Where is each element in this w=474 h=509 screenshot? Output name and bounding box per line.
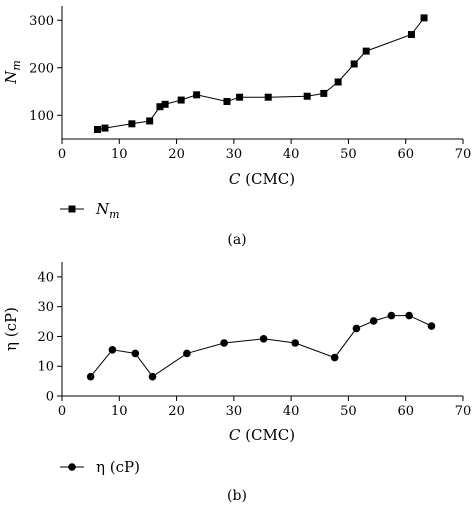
x-axis-ticks: 0 10 20 30 40 50 60 70 bbox=[58, 139, 471, 162]
x-axis-label: C (CMC) bbox=[229, 426, 295, 444]
data-point-eta bbox=[259, 335, 268, 343]
x-tick-label: 20 bbox=[168, 404, 185, 419]
data-point-eta bbox=[131, 349, 140, 358]
x-tick-label: 30 bbox=[226, 147, 243, 162]
data-point-eta bbox=[148, 372, 157, 381]
y-tick-label: 20 bbox=[37, 330, 54, 345]
y-tick-label: 200 bbox=[29, 61, 54, 76]
x-tick-label: 70 bbox=[455, 147, 472, 162]
data-point-nm bbox=[362, 47, 370, 55]
x-tick-label: 50 bbox=[340, 147, 357, 162]
panel-label-b: (b) bbox=[227, 488, 247, 504]
y-tick-label: 40 bbox=[37, 270, 54, 285]
data-point-nm bbox=[420, 14, 428, 22]
series-markers-eta bbox=[86, 311, 436, 381]
x-tick-label: 40 bbox=[283, 147, 300, 162]
x-tick-label: 10 bbox=[111, 404, 128, 419]
x-tick-label: 60 bbox=[397, 404, 414, 419]
chart-panel-b: 0 10 20 30 40 50 60 70 0 10 20 30 40 η (cP) C (CMC)… bbox=[2, 262, 471, 504]
y-tick-label: 100 bbox=[29, 109, 54, 124]
series-line-eta bbox=[90, 315, 432, 378]
data-point-eta bbox=[427, 322, 436, 330]
legend-label-nm-sub: m bbox=[109, 208, 119, 221]
y-axis-label: η (cP) bbox=[2, 307, 20, 351]
panel-label-a: (a) bbox=[227, 232, 246, 248]
legend: Nm bbox=[60, 200, 120, 221]
data-point-nm bbox=[407, 31, 415, 38]
y-tick-label: 30 bbox=[37, 300, 54, 315]
data-point-eta bbox=[369, 317, 378, 325]
y-axis-ticks: 100 200 300 bbox=[29, 14, 62, 124]
data-point-nm bbox=[161, 100, 169, 108]
legend-marker-eta bbox=[68, 463, 76, 471]
data-point-nm bbox=[236, 93, 244, 101]
data-point-eta bbox=[387, 311, 396, 320]
series-line-nm bbox=[97, 17, 425, 130]
y-tick-label: 10 bbox=[37, 360, 54, 375]
data-point-eta bbox=[330, 353, 339, 362]
y-tick-label: 0 bbox=[46, 390, 54, 405]
data-point-nm bbox=[146, 117, 154, 125]
x-tick-label: 50 bbox=[340, 404, 357, 419]
y-axis-label: Nm bbox=[2, 60, 23, 85]
series-markers-nm bbox=[94, 14, 428, 133]
x-tick-label: 0 bbox=[58, 147, 66, 162]
data-point-nm bbox=[320, 89, 328, 97]
data-point-eta bbox=[405, 311, 413, 320]
y-axis-label-main: N bbox=[2, 70, 20, 85]
legend-label-nm-main: N bbox=[95, 200, 110, 218]
legend-label-nm: Nm bbox=[95, 200, 120, 221]
data-point-eta bbox=[108, 346, 117, 354]
data-point-eta bbox=[86, 372, 95, 381]
x-axis-ticks: 0 10 20 30 40 50 60 70 bbox=[58, 396, 471, 419]
data-point-nm bbox=[350, 60, 358, 68]
x-axis-label-italic: C bbox=[229, 170, 241, 188]
data-point-eta bbox=[183, 349, 191, 358]
y-tick-label: 300 bbox=[29, 14, 54, 29]
data-point-nm bbox=[177, 96, 185, 104]
x-tick-label: 10 bbox=[111, 147, 128, 162]
x-tick-label: 60 bbox=[397, 147, 414, 162]
y-axis-label-sub: m bbox=[10, 60, 23, 70]
data-point-nm bbox=[94, 126, 102, 133]
legend-marker-nm bbox=[68, 205, 76, 213]
data-point-eta bbox=[220, 339, 228, 347]
data-point-eta bbox=[291, 339, 299, 347]
x-tick-label: 20 bbox=[168, 147, 185, 162]
x-axis-label: C (CMC) bbox=[229, 170, 295, 188]
data-point-nm bbox=[303, 92, 311, 100]
data-point-nm bbox=[264, 93, 272, 101]
data-point-nm bbox=[128, 120, 136, 128]
x-axis-label-rest: (CMC) bbox=[240, 170, 295, 188]
x-tick-label: 40 bbox=[283, 404, 300, 419]
x-axis-label-rest: (CMC) bbox=[240, 426, 295, 444]
data-point-eta bbox=[352, 324, 361, 333]
x-tick-label: 70 bbox=[455, 404, 472, 419]
x-axis-label-italic: C bbox=[229, 426, 241, 444]
x-tick-label: 30 bbox=[226, 404, 243, 419]
data-point-nm bbox=[156, 103, 164, 111]
y-axis-ticks: 0 10 20 30 40 bbox=[37, 270, 62, 405]
data-point-nm bbox=[223, 97, 231, 105]
x-tick-label: 0 bbox=[58, 404, 66, 419]
data-point-nm bbox=[101, 124, 109, 132]
legend: η (cP) bbox=[60, 458, 140, 476]
data-point-nm bbox=[334, 78, 342, 86]
legend-label-eta: η (cP) bbox=[96, 458, 140, 476]
data-point-nm bbox=[193, 91, 201, 99]
